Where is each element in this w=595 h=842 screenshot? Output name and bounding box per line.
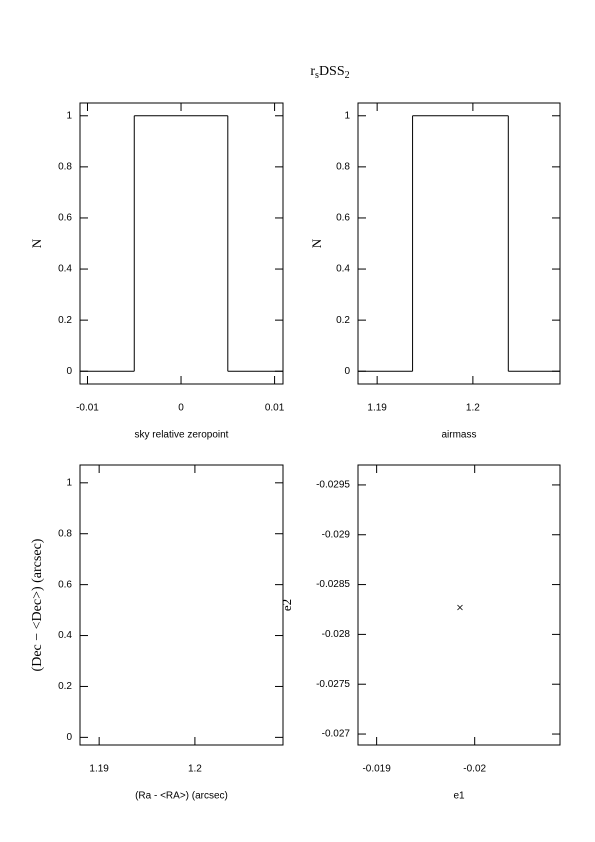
y-tick-label: -0.0285 — [316, 579, 350, 590]
y-tick-label: 0.6 — [336, 213, 350, 224]
y-tick-label: 0.2 — [336, 315, 350, 326]
page-title: rsDSS2 — [310, 64, 349, 81]
y-tick-label: 1 — [344, 110, 350, 121]
x-tick-label: 1.2 — [466, 403, 480, 414]
title-part: r — [310, 64, 315, 79]
x-tick-label: -0.019 — [362, 764, 391, 775]
plot-frame — [357, 464, 561, 746]
x-axis-label: e1 — [453, 791, 465, 802]
y-tick-label: 0.4 — [58, 264, 72, 275]
y-tick-label: -0.0295 — [316, 480, 350, 491]
title-part: s — [315, 70, 319, 81]
y-tick-label: 0.6 — [58, 213, 72, 224]
y-tick-label: -0.029 — [322, 529, 351, 540]
plot-frame — [357, 102, 561, 385]
x-tick-label: 1.19 — [367, 403, 387, 414]
x-axis-label: airmass — [441, 430, 476, 441]
y-tick-label: 0.4 — [336, 264, 350, 275]
title-part: DSS — [319, 64, 345, 79]
y-tick-label: 0.6 — [58, 579, 72, 590]
y-tick-label: 0 — [344, 366, 350, 377]
scatter-point — [457, 604, 463, 611]
y-tick-label: 1 — [66, 110, 72, 121]
y-axis-label: (Dec − <Dec>) (arcsec) — [30, 538, 45, 671]
y-tick-label: 0.2 — [58, 315, 72, 326]
x-tick-label: 0.01 — [265, 403, 285, 414]
y-tick-label: 0.8 — [58, 162, 72, 173]
plot-frame — [79, 464, 284, 746]
y-tick-label: -0.0275 — [316, 679, 350, 690]
y-axis-label: N — [29, 238, 44, 248]
y-tick-label: 0.2 — [58, 681, 72, 692]
y-tick-label: 0.8 — [58, 528, 72, 539]
title-part: 2 — [345, 70, 350, 81]
y-axis-label: e2 — [279, 599, 294, 611]
x-tick-label: 0 — [178, 403, 184, 414]
x-tick-label: 1.2 — [188, 764, 202, 775]
x-axis-label: sky relative zeropoint — [135, 430, 229, 441]
x-axis-label: (Ra - <RA>) (arcsec) — [135, 791, 228, 802]
x-tick-label: -0.01 — [76, 403, 99, 414]
x-tick-label: 1.19 — [89, 764, 109, 775]
y-tick-label: 0 — [66, 366, 72, 377]
x-tick-label: -0.02 — [463, 764, 486, 775]
y-axis-label: N — [309, 238, 324, 248]
y-tick-label: 1 — [66, 477, 72, 488]
y-tick-label: 0.4 — [58, 630, 72, 641]
y-tick-label: -0.028 — [322, 629, 351, 640]
y-tick-label: 0 — [66, 732, 72, 743]
y-tick-label: -0.027 — [322, 729, 351, 740]
y-tick-label: 0.8 — [336, 162, 350, 173]
